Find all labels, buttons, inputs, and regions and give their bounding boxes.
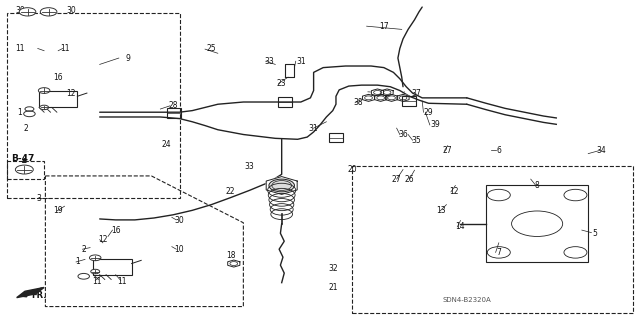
Text: 8: 8 bbox=[535, 181, 540, 190]
Bar bbox=[168, 108, 181, 118]
Circle shape bbox=[40, 8, 57, 16]
Text: 30: 30 bbox=[15, 6, 25, 15]
Text: 33: 33 bbox=[245, 162, 255, 171]
Bar bbox=[403, 96, 417, 106]
Circle shape bbox=[15, 165, 33, 174]
Polygon shape bbox=[17, 287, 44, 298]
Polygon shape bbox=[385, 94, 397, 101]
Text: 11: 11 bbox=[92, 276, 101, 285]
Text: 16: 16 bbox=[111, 226, 120, 235]
Text: 38: 38 bbox=[353, 98, 363, 107]
Text: FR.: FR. bbox=[31, 291, 47, 300]
Text: 22: 22 bbox=[226, 188, 236, 196]
Text: 16: 16 bbox=[53, 73, 63, 82]
Text: 2: 2 bbox=[24, 124, 29, 132]
Text: 14: 14 bbox=[456, 222, 465, 231]
Bar bbox=[352, 166, 633, 313]
Text: 31: 31 bbox=[296, 57, 306, 66]
Text: 20: 20 bbox=[347, 165, 356, 174]
Text: 17: 17 bbox=[379, 22, 388, 31]
Text: 18: 18 bbox=[226, 251, 236, 260]
Text: 26: 26 bbox=[404, 175, 414, 184]
Polygon shape bbox=[397, 94, 409, 101]
Text: 25: 25 bbox=[207, 44, 216, 53]
Text: SDN4-B2320A: SDN4-B2320A bbox=[442, 297, 492, 303]
Text: 30: 30 bbox=[175, 216, 184, 225]
Polygon shape bbox=[362, 94, 374, 101]
Text: 11: 11 bbox=[15, 44, 24, 53]
Text: 12: 12 bbox=[449, 188, 459, 196]
Text: 7: 7 bbox=[497, 248, 501, 257]
Polygon shape bbox=[371, 89, 383, 96]
Text: 12: 12 bbox=[66, 89, 76, 98]
Text: 2: 2 bbox=[81, 245, 86, 254]
Text: 19: 19 bbox=[53, 206, 63, 215]
Circle shape bbox=[40, 105, 49, 110]
Text: 13: 13 bbox=[436, 206, 446, 215]
Text: 39: 39 bbox=[430, 120, 440, 130]
Text: 34: 34 bbox=[596, 146, 606, 155]
Polygon shape bbox=[374, 94, 387, 101]
Circle shape bbox=[19, 8, 36, 16]
Text: 1: 1 bbox=[75, 258, 80, 267]
Bar bbox=[93, 259, 132, 275]
Text: 27: 27 bbox=[392, 175, 401, 184]
Text: 31: 31 bbox=[309, 124, 319, 132]
Circle shape bbox=[38, 88, 50, 93]
Bar bbox=[329, 133, 343, 142]
Polygon shape bbox=[266, 177, 297, 195]
Bar bbox=[7, 13, 179, 198]
Text: 33: 33 bbox=[264, 57, 274, 66]
Text: 30: 30 bbox=[66, 6, 76, 15]
Text: 37: 37 bbox=[372, 89, 382, 98]
Text: 27: 27 bbox=[443, 146, 452, 155]
Text: 21: 21 bbox=[328, 283, 337, 292]
Circle shape bbox=[90, 255, 101, 261]
Text: 12: 12 bbox=[98, 235, 108, 244]
Bar bbox=[39, 92, 77, 108]
Polygon shape bbox=[381, 89, 393, 96]
Text: 11: 11 bbox=[117, 276, 127, 285]
Text: 6: 6 bbox=[497, 146, 501, 155]
Text: 32: 32 bbox=[328, 264, 337, 273]
Bar bbox=[278, 97, 292, 107]
Text: 11: 11 bbox=[60, 44, 69, 53]
Text: 23: 23 bbox=[277, 79, 287, 88]
Text: 3: 3 bbox=[36, 194, 42, 203]
Text: 1: 1 bbox=[17, 108, 22, 117]
Bar bbox=[7, 161, 44, 179]
Text: 10: 10 bbox=[175, 245, 184, 254]
Text: 5: 5 bbox=[592, 229, 597, 238]
Text: 29: 29 bbox=[424, 108, 433, 117]
Text: 24: 24 bbox=[162, 140, 172, 148]
Text: 35: 35 bbox=[411, 136, 420, 145]
Polygon shape bbox=[228, 260, 240, 267]
Text: 28: 28 bbox=[168, 101, 178, 110]
Text: 37: 37 bbox=[411, 89, 420, 98]
Bar bbox=[486, 186, 588, 262]
Text: 36: 36 bbox=[398, 130, 408, 139]
Text: 9: 9 bbox=[126, 53, 131, 62]
Text: B-47: B-47 bbox=[12, 154, 35, 163]
Circle shape bbox=[91, 269, 100, 274]
Circle shape bbox=[269, 179, 294, 192]
